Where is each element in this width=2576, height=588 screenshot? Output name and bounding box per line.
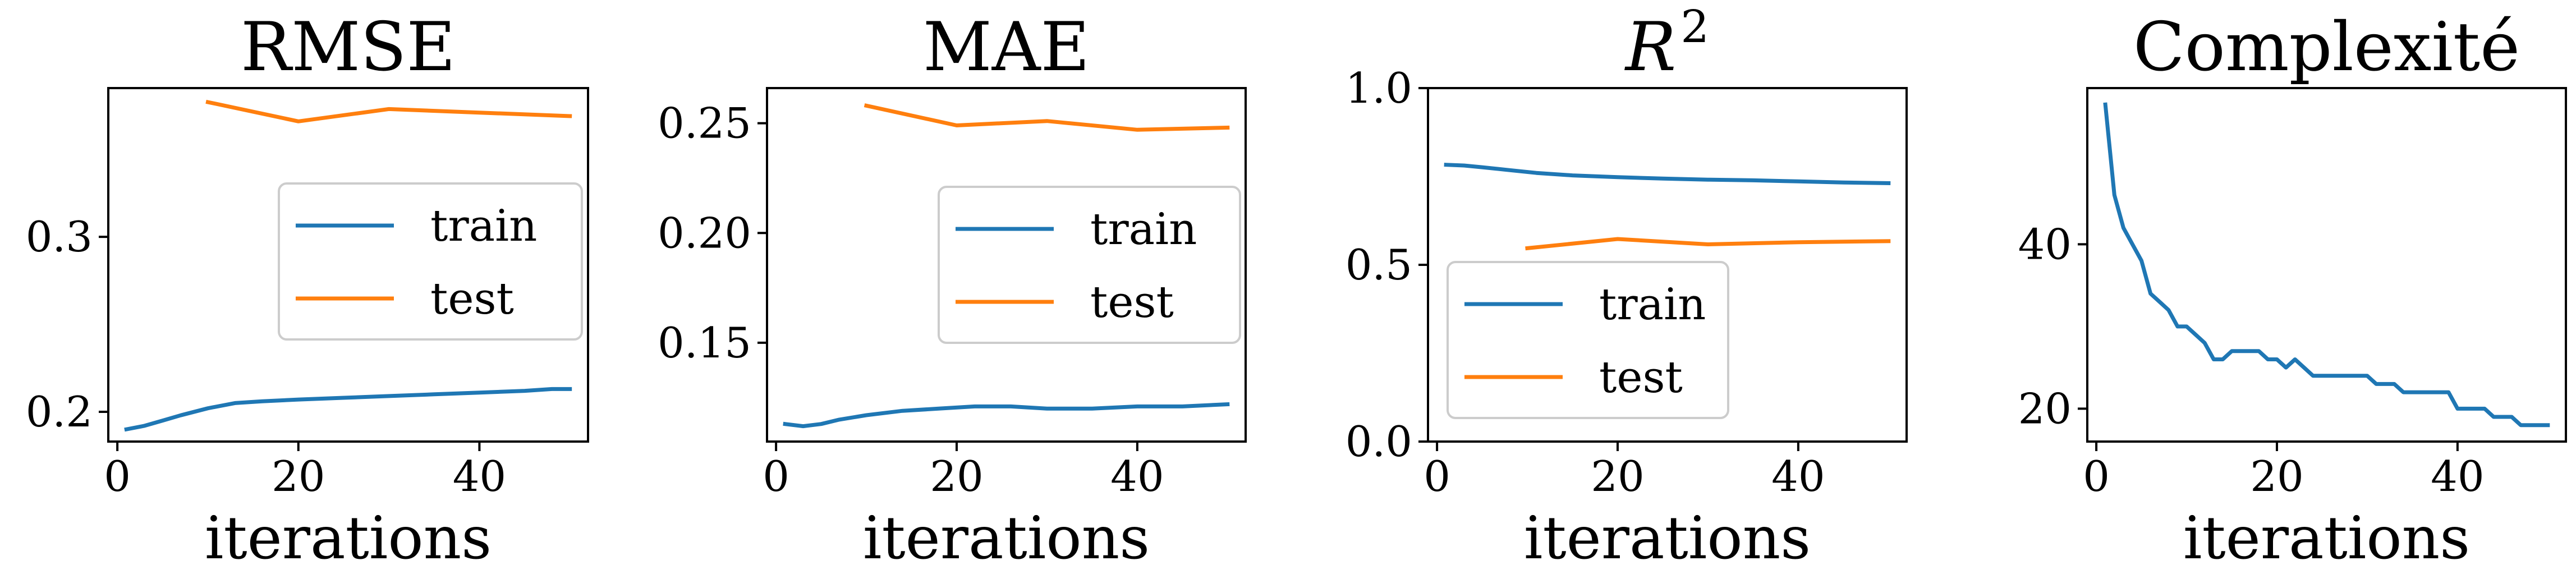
y-tick-label: 0.2 [26, 387, 93, 437]
chart-panel-2: 0 20 40 0.15 0.20 0.25 MAE iterations train test [658, 8, 1247, 572]
y-tick-label: 0.0 [1346, 417, 1412, 466]
series-line-test-2 [864, 103, 1230, 132]
x-tick-label: 0 [2083, 452, 2110, 501]
axes-frame [766, 87, 1247, 443]
chart-panel-1: 0 20 40 0.2 0.3 RMSE iterations train test [26, 8, 589, 572]
chart-panel-3: 0 20 40 0.0 0.5 1.0 R 2 iterations train test [1346, 1, 1908, 572]
legend: train test [938, 186, 1241, 344]
series-line-train-2 [783, 402, 1230, 429]
series-line-train-1 [124, 387, 572, 432]
series-line-complexity-4 [2103, 102, 2550, 428]
x-tick-label: 40 [1110, 452, 1164, 501]
x-axis-label: iterations [863, 504, 1150, 572]
series-line-test-3 [1525, 237, 1891, 251]
y-tick-label: 40 [2018, 219, 2072, 269]
series-line-train-3 [1444, 163, 1891, 186]
legend-label-train: train [1599, 279, 1706, 330]
legend-label-test: test [430, 274, 514, 324]
legend: train test [1447, 261, 1729, 419]
chart-title: RMSE [241, 8, 456, 86]
axes-frame [2086, 87, 2567, 443]
y-tick-label: 20 [2018, 384, 2072, 433]
x-axis-label: iterations [1524, 504, 1811, 572]
axes-frame [107, 87, 589, 443]
y-tick-label: 0.25 [658, 99, 751, 148]
y-tick-label: 0.15 [658, 318, 751, 368]
x-tick-label: 40 [1771, 452, 1825, 501]
legend-label-train: train [1090, 204, 1197, 255]
legend-label-test: test [1090, 277, 1174, 328]
x-axis-label: iterations [205, 504, 492, 572]
y-tick-label: 0.3 [26, 212, 93, 261]
chart-title: MAE [923, 8, 1090, 86]
y-tick-label: 1.0 [1346, 63, 1412, 113]
chart-title: Complexité [2133, 8, 2520, 86]
legend-label-train: train [430, 201, 537, 251]
x-tick-label: 20 [272, 452, 325, 501]
x-axis-label: iterations [2183, 504, 2470, 572]
x-tick-label: 0 [763, 452, 789, 501]
series-line-test-1 [205, 99, 572, 123]
y-tick-label: 0.20 [658, 208, 751, 258]
x-tick-label: 0 [1424, 452, 1450, 501]
x-tick-label: 20 [2250, 452, 2303, 501]
x-tick-label: 40 [453, 452, 506, 501]
y-tick-label: 0.5 [1346, 240, 1412, 290]
x-tick-label: 20 [1591, 452, 1644, 501]
legend-label-test: test [1599, 352, 1683, 403]
x-tick-label: 0 [104, 452, 131, 501]
x-tick-label: 40 [2431, 452, 2484, 501]
x-tick-label: 20 [930, 452, 983, 501]
legend: train test [278, 182, 583, 341]
